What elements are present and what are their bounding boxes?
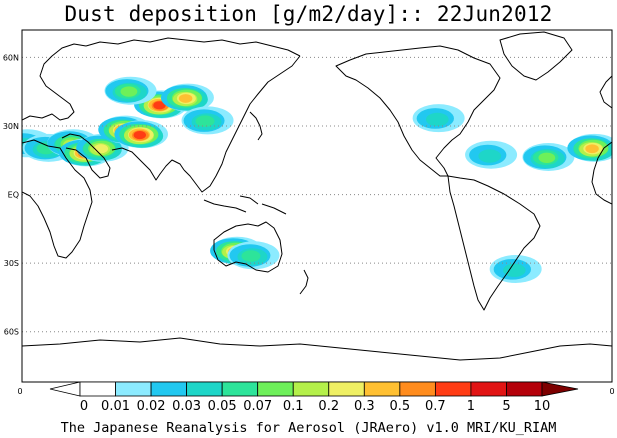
africa-coastline [22,139,93,259]
dust-region-central-asia [104,76,157,105]
lat-label-60s: 60S [4,328,19,337]
colorbar-label: 0.07 [243,399,272,414]
dust-contour-level-5 [538,152,556,163]
colorbar-label: 0.03 [172,399,201,414]
lat-tick-labels: 60N 30N EQ 30S 60S [3,53,19,336]
colorbar-box-6 [292,381,330,397]
dust-contour-level-10 [133,130,146,140]
dust-contour-level-7 [93,144,109,154]
north-america-coastline [335,45,501,177]
colorbar: 0 0.01 0.02 0.03 0.05 0.07 0.1 0.2 0.3 0.5 0.7 1 5 10 [49,381,579,414]
south-america-coastline [447,175,541,311]
colorbar-label: 0.05 [208,399,237,414]
dust-contour-level-8 [178,94,193,103]
dust-contour-level-3 [425,112,449,127]
dust-region-caribbean [465,140,518,169]
coastlines [22,31,612,361]
dust-region-gobi [160,83,214,112]
dust-contour-level-8 [585,144,599,154]
colorbar-box-9 [399,381,436,397]
footer-credit: The Japanese Reanalysis for Aerosol (JRA… [60,420,557,436]
colorbar-box-5 [257,381,294,397]
lat-label-30s: 30S [4,259,19,268]
colorbar-box-7 [328,381,365,397]
dust-contour-level-5 [120,86,138,97]
lat-label-30n: 30N [3,122,19,131]
europe-coastline [22,43,87,121]
dust-deposition-shading [22,76,612,283]
colorbar-box-3 [186,381,223,397]
colorbar-box-1 [115,381,152,397]
map-title: Dust deposition [g/m2/day]:: 22Jun2012 [64,2,553,26]
colorbar-label: 0.01 [101,399,130,414]
dust-contour-level-4 [195,115,215,127]
dust-contour-level-3 [478,149,502,163]
colorbar-box-8 [363,381,401,397]
colorbar-label: 0.5 [390,399,411,414]
greenland-coastline [499,31,573,81]
colorbar-label: 0.7 [425,399,446,414]
right-edge-label: 0 [609,387,614,396]
dust-region-us-southwest [412,104,465,133]
dust-contour-level-3 [502,263,526,278]
colorbar-box-12 [506,381,543,397]
dust-region-argentina [489,255,542,283]
antarctica-coastline [22,337,612,361]
colorbar-label: 0 [80,399,88,414]
dust-region-east-china [181,106,234,135]
colorbar-label: 0.3 [354,399,375,414]
colorbar-box-4 [221,381,259,397]
europe-west-coastline [599,75,612,109]
japan-coastline [249,111,263,141]
dust-region-thar-desert [114,120,168,149]
colorbar-label: 10 [534,399,551,414]
india-coastline [111,147,185,181]
dust-region-australia-east [227,241,280,270]
colorbar-left-arrow [49,381,81,397]
colorbar-right-arrow [541,381,579,397]
asia-east-coastline [183,55,301,193]
new-zealand-coastline [299,269,309,295]
dust-region-west-africa-coast [567,133,612,162]
arabia-coastline [61,133,111,179]
dust-region-tropical-atlantic [522,143,575,171]
australia-coastline [213,221,283,273]
colorbar-box-10 [434,381,472,397]
dust-contour-level-4 [241,250,261,262]
asia-north-coastline [85,37,301,57]
colorbar-label: 0.02 [137,399,166,414]
dust-contour-level-10 [153,101,166,110]
indonesia-coastline [203,195,287,215]
colorbar-label: 0.1 [283,399,304,414]
colorbar-box-0 [79,381,116,397]
lat-label-60n: 60N [3,53,19,62]
colorbar-label: 5 [502,399,510,414]
africa-west-coastline [591,141,612,205]
left-edge-label: 0 [17,387,22,396]
colorbar-label: 0.2 [318,399,339,414]
colorbar-box-2 [150,381,188,397]
colorbar-label: 1 [467,399,475,414]
colorbar-box-11 [470,381,507,397]
lat-label-eq: EQ [8,191,19,200]
